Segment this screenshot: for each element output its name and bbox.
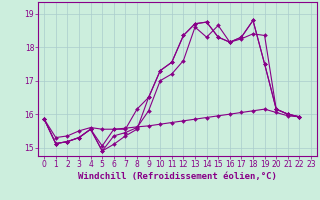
X-axis label: Windchill (Refroidissement éolien,°C): Windchill (Refroidissement éolien,°C) bbox=[78, 172, 277, 181]
